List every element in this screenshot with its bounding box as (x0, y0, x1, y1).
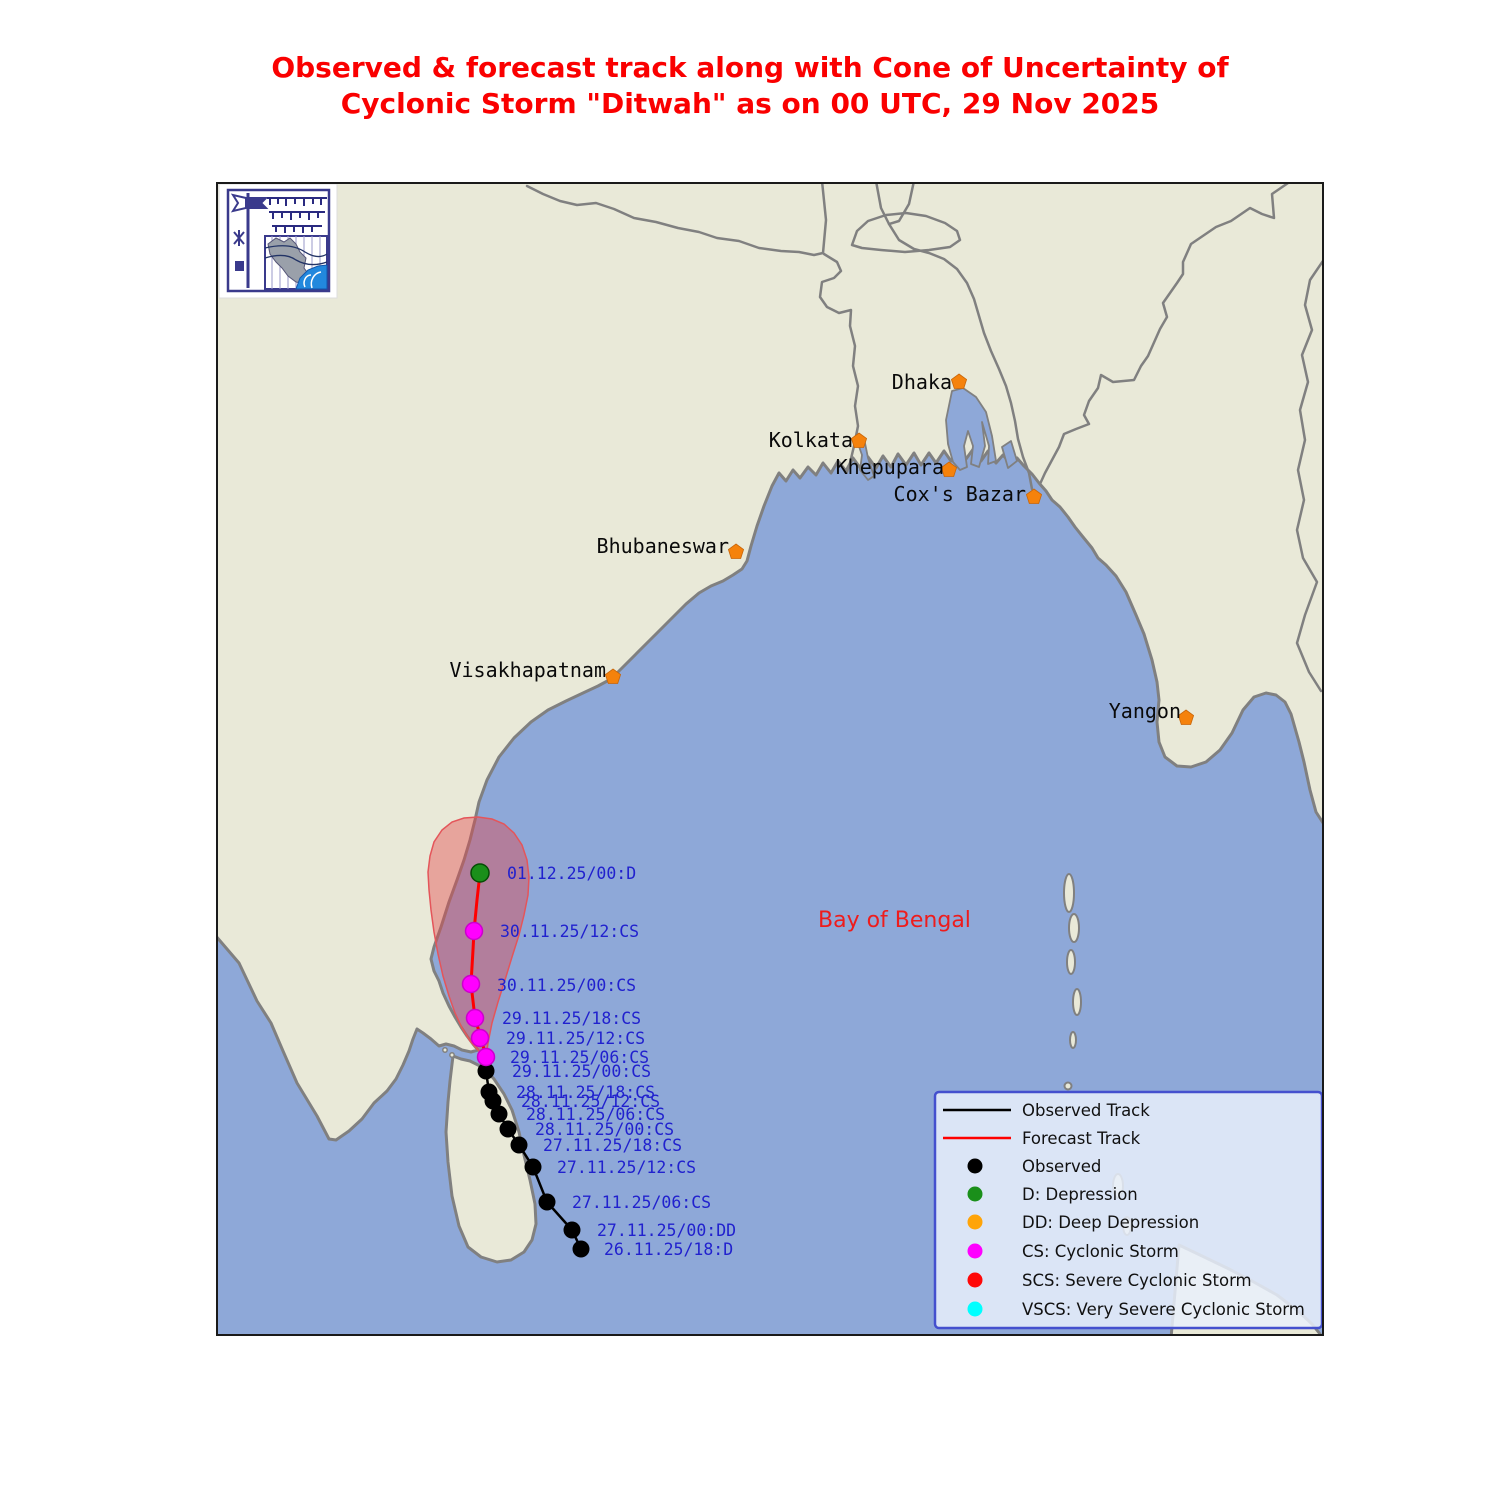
city-markers (604, 373, 1195, 725)
track-label: 28.11.25/18:CS (516, 1083, 655, 1102)
legend-swatch-cyclonic-storm-dot (967, 1243, 983, 1259)
legend-label-very-severe-cyclonic-storm: VSCS: Very Severe Cyclonic Storm (1022, 1300, 1305, 1319)
city-marker-khepupara (940, 461, 958, 477)
islet (449, 1052, 455, 1058)
city-marker-bhubaneswar (727, 543, 745, 559)
track-point-29-11-12 (470, 1028, 490, 1048)
track-point-28-11-06 (490, 1105, 508, 1123)
track-label: 29.11.25/18:CS (502, 1009, 641, 1028)
map-frame (216, 182, 1324, 1336)
track-point-01-12-00 (470, 863, 490, 883)
track-label: 28.11.25/12:CS (521, 1092, 660, 1111)
track-point-29-11-00 (477, 1062, 495, 1080)
legend-swatch-severe-cyclonic-storm-dot (967, 1272, 983, 1288)
map-canvas: 26.11.25/18:D 27.11.25/00:DD 27.11.25/06… (213, 179, 1327, 1352)
city-label-visakhapatnam: Visakhapatnam (449, 658, 606, 682)
legend-label-deep-depression: DD: Deep Depression (1022, 1213, 1199, 1232)
track-label: 29.11.25/12:CS (506, 1029, 645, 1048)
track-point-28-11-00 (499, 1120, 517, 1138)
track-point-26-11-18 (572, 1240, 590, 1258)
legend-label-depression: D: Depression (1022, 1185, 1138, 1204)
legend-label-observed: Observed (1022, 1157, 1101, 1176)
islet (442, 1047, 448, 1053)
track-label: 29.11.25/00:CS (512, 1062, 651, 1081)
legend-box (933, 1090, 1324, 1330)
track-label: 27.11.25/06:CS (572, 1193, 711, 1212)
legend-label-observed-track: Observed Track (1022, 1101, 1150, 1120)
city-labels: Dhaka Kolkata Khepupara Cox's Bazar Bhub… (449, 370, 1181, 723)
track-point-30-11-00 (461, 974, 481, 994)
track-point-27-11-18 (510, 1136, 528, 1154)
track-label: 27.11.25/12:CS (557, 1158, 696, 1177)
track-point-27-11-06 (538, 1193, 556, 1211)
page-title-line1: Observed & forecast track along with Con… (271, 51, 1229, 84)
logo-mini-map (264, 235, 328, 290)
track-point-29-11-18 (465, 1008, 485, 1028)
logo-weather-vane-icon (249, 197, 269, 209)
track-points (461, 863, 590, 1258)
track-label: 26.11.25/18:D (604, 1240, 733, 1259)
city-marker-coxs-bazar (1025, 488, 1043, 504)
legend-label-forecast-track: Forecast Track (1022, 1129, 1141, 1148)
city-label-coxs-bazar: Cox's Bazar (894, 482, 1026, 506)
city-label-dhaka: Dhaka (892, 370, 952, 394)
track-point-27-11-00 (563, 1221, 581, 1239)
city-marker-yangon (1177, 709, 1195, 725)
bay-of-bengal-label: Bay of Bengal (818, 908, 971, 933)
city-marker-kolkata (850, 432, 868, 448)
city-label-kolkata: Kolkata (769, 428, 853, 452)
andaman-nicobar-islands (1063, 873, 1132, 1236)
track-label: 30.11.25/12:CS (500, 922, 639, 941)
track-point-27-11-12 (524, 1158, 542, 1176)
country-borders (525, 179, 1327, 693)
legend-label-severe-cyclonic-storm: SCS: Severe Cyclonic Storm (1022, 1271, 1252, 1290)
track-label: 30.11.25/00:CS (497, 976, 636, 995)
page-title-line2: Cyclonic Storm "Ditwah" as on 00 UTC, 29… (340, 87, 1160, 120)
legend-label-cyclonic-storm: CS: Cyclonic Storm (1022, 1242, 1179, 1261)
city-label-khepupara: Khepupara (836, 455, 944, 479)
bmd-logo (218, 183, 338, 299)
city-marker-visakhapatnam (604, 668, 622, 684)
track-point-30-11-12 (464, 921, 484, 941)
city-label-yangon: Yangon (1109, 699, 1181, 723)
legend-swatch-very-severe-cyclonic-storm-dot (967, 1301, 983, 1317)
track-label: 27.11.25/18:CS (543, 1136, 682, 1155)
track-label: 01.12.25/00:D (507, 864, 636, 883)
track-label: 28.11.25/06:CS (526, 1105, 665, 1124)
track-label: 29.11.25/06:CS (510, 1048, 649, 1067)
logo-bengali-text (267, 197, 327, 233)
city-marker-dhaka (950, 373, 968, 389)
track-point-labels: 26.11.25/18:D 27.11.25/00:DD 27.11.25/06… (497, 864, 736, 1259)
track-point-28-11-18 (480, 1083, 498, 1101)
track-point-29-11-06 (476, 1047, 496, 1067)
legend: Observed Track Forecast Track Observed D… (933, 1090, 1324, 1330)
city-label-bhubaneswar: Bhubaneswar (597, 534, 729, 558)
cyclone-track-map: 26.11.25/18:D 27.11.25/00:DD 27.11.25/06… (213, 179, 1327, 1352)
delta-rivers (855, 387, 1018, 481)
legend-swatch-depression-dot (967, 1186, 983, 1202)
page-title: Observed & forecast track along with Con… (0, 50, 1500, 122)
legend-swatch-observed-dot (967, 1158, 983, 1174)
mainland-coastline (213, 179, 1327, 1142)
track-label: 28.11.25/00:CS (535, 1120, 674, 1139)
legend-swatch-deep-depression-dot (967, 1214, 983, 1230)
track-label: 27.11.25/00:DD (597, 1221, 736, 1240)
